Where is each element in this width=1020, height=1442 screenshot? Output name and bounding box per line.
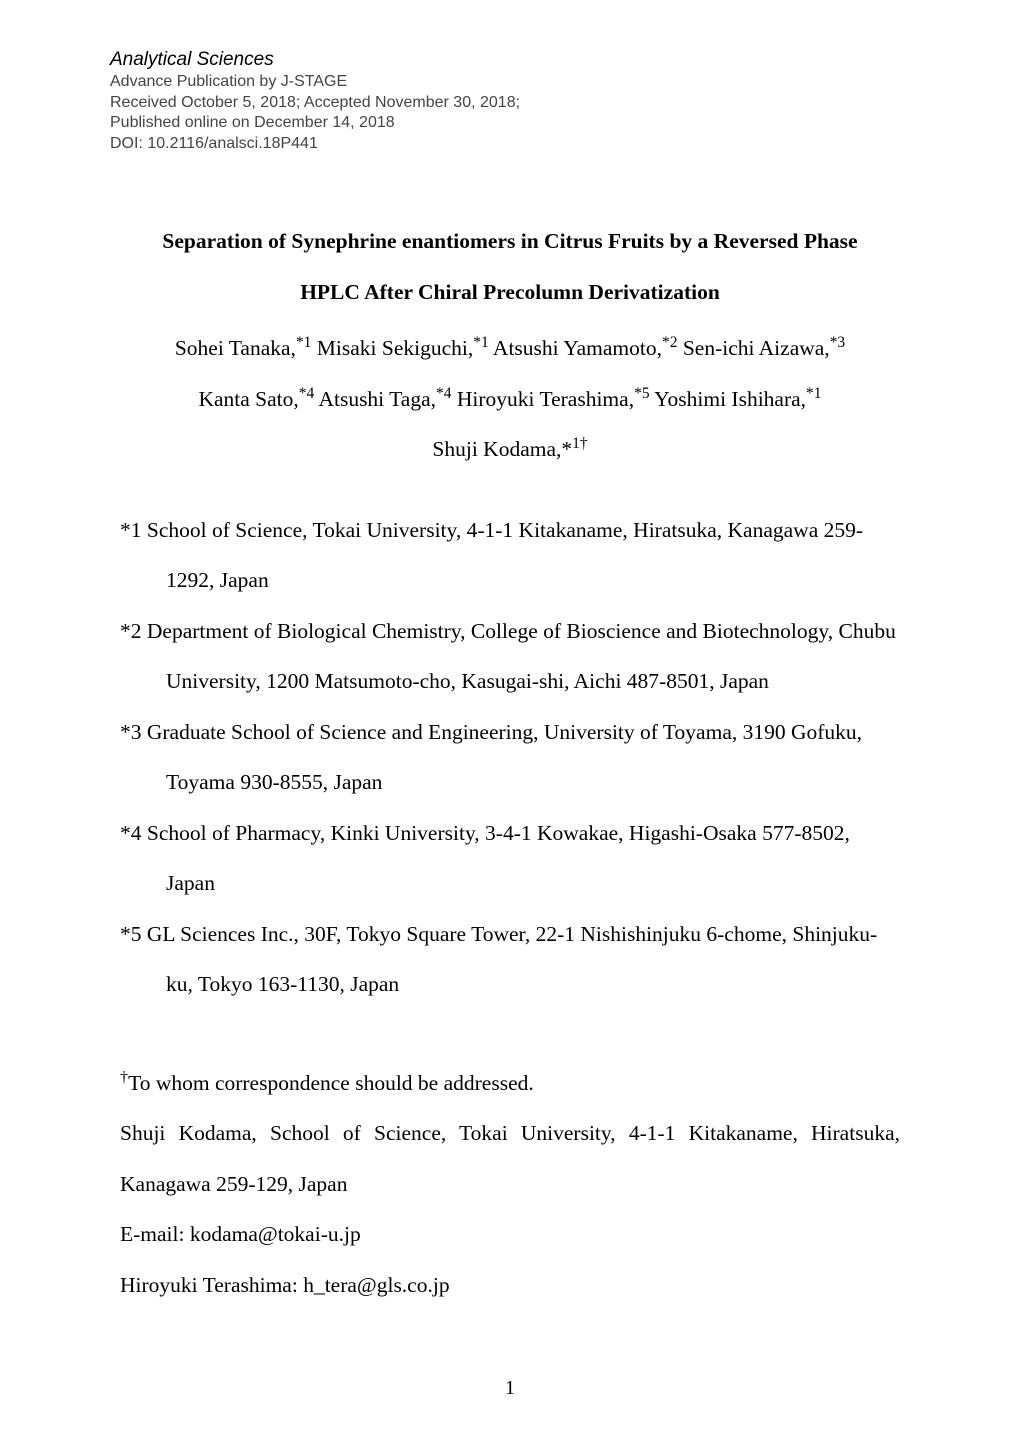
author-3: Atsushi Yamamoto, (493, 336, 662, 360)
journal-name: Analytical Sciences (110, 48, 900, 72)
author-9-aff: 1† (572, 435, 587, 452)
author-9: Shuji Kodama,* (432, 437, 572, 461)
to-whom: †To whom correspondence should be addres… (120, 1058, 900, 1109)
author-2-aff: *1 (473, 334, 488, 351)
paper-title: Separation of Synephrine enantiomers in … (120, 216, 900, 317)
title-line-2: HPLC After Chiral Precolumn Derivatizati… (120, 267, 900, 318)
affiliation-1: *1 School of Science, Tokai University, … (120, 505, 900, 606)
page-number: 1 (0, 1377, 1020, 1400)
correspondence: †To whom correspondence should be addres… (120, 1058, 900, 1311)
author-4: Sen-ichi Aizawa, (683, 336, 830, 360)
author-5: Kanta Sato, (198, 387, 298, 411)
author-4-aff: *3 (830, 334, 845, 351)
affiliation-5: *5 GL Sciences Inc., 30F, Tokyo Square T… (120, 909, 900, 1010)
meta-advance: Advance Publication by J-STAGE (110, 72, 900, 92)
corresponding-author-address-1: Shuji Kodama, School of Science, Tokai U… (120, 1108, 900, 1159)
meta-published: Published online on December 14, 2018 (110, 113, 900, 133)
meta-dates: Received October 5, 2018; Accepted Novem… (110, 93, 900, 113)
author-2: Misaki Sekiguchi, (317, 336, 473, 360)
affiliation-2: *2 Department of Biological Chemistry, C… (120, 606, 900, 707)
author-8: Yoshimi Ishihara, (654, 387, 806, 411)
author-5-aff: *4 (299, 385, 314, 402)
meta-doi: DOI: 10.2116/analsci.18P441 (110, 134, 900, 154)
publication-meta: Analytical Sciences Advance Publication … (110, 48, 900, 154)
to-whom-text: To whom correspondence should be address… (128, 1071, 534, 1095)
author-6-aff: *4 (436, 385, 451, 402)
authors-row-2: Kanta Sato,*4 Atsushi Taga,*4 Hiroyuki T… (120, 374, 900, 425)
affiliation-4: *4 School of Pharmacy, Kinki University,… (120, 808, 900, 909)
dagger-symbol: † (120, 1069, 128, 1086)
author-8-aff: *1 (806, 385, 821, 402)
corresponding-email-2: Hiroyuki Terashima: h_tera@gls.co.jp (120, 1260, 900, 1311)
corresponding-author-address-2: Kanagawa 259-129, Japan (120, 1159, 900, 1210)
author-1: Sohei Tanaka, (175, 336, 296, 360)
author-list: Sohei Tanaka,*1 Misaki Sekiguchi,*1 Atsu… (120, 323, 900, 475)
title-line-1: Separation of Synephrine enantiomers in … (120, 216, 900, 267)
author-7: Hiroyuki Terashima, (457, 387, 634, 411)
author-6: Atsushi Taga, (318, 387, 436, 411)
affiliation-3: *3 Graduate School of Science and Engine… (120, 707, 900, 808)
corresponding-email-1: E-mail: kodama@tokai-u.jp (120, 1209, 900, 1260)
page: Analytical Sciences Advance Publication … (0, 0, 1020, 1442)
author-3-aff: *2 (662, 334, 677, 351)
author-7-aff: *5 (634, 385, 649, 402)
authors-row-3: Shuji Kodama,*1† (120, 424, 900, 475)
affiliations: *1 School of Science, Tokai University, … (120, 505, 900, 1010)
author-1-aff: *1 (296, 334, 311, 351)
authors-row-1: Sohei Tanaka,*1 Misaki Sekiguchi,*1 Atsu… (120, 323, 900, 374)
